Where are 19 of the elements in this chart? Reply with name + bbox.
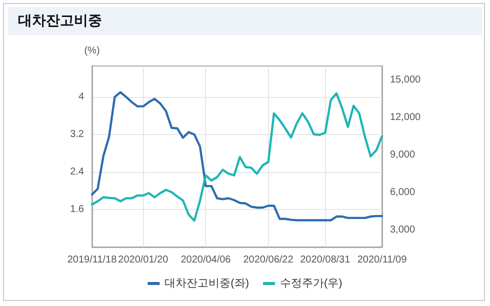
y-tick-label: 1.6 [70,204,84,215]
y-tick-label: 2.4 [70,166,84,178]
x-tick-label: 2020/04/06 [180,254,232,266]
y-tick-label: 4 [78,91,84,102]
x-tick-label: 2019/11/18 [67,254,118,266]
y2-tick-label: 12,000 [390,112,422,123]
y2-tick-label: 9,000 [390,150,416,160]
y-tick-label: 3.2 [70,128,84,140]
x-tick-label: 2020/06/22 [243,254,294,266]
legend-label: 수정주가(우) [280,278,342,290]
legend-label: 대차잔고비중(좌) [164,278,249,290]
y2-tick-label: 6,000 [390,187,416,198]
x-tick-label: 2020/01/20 [118,254,169,266]
x-tick-label: 2020/08/31 [300,254,351,266]
y2-tick-label: 15,000 [390,74,422,86]
x-tick-label: 2020/11/09 [357,254,408,266]
y-axis-title: (%) [84,46,100,56]
y2-tick-label: 3,000 [390,224,416,236]
chart-title: 대차잔고비중 [18,12,102,30]
